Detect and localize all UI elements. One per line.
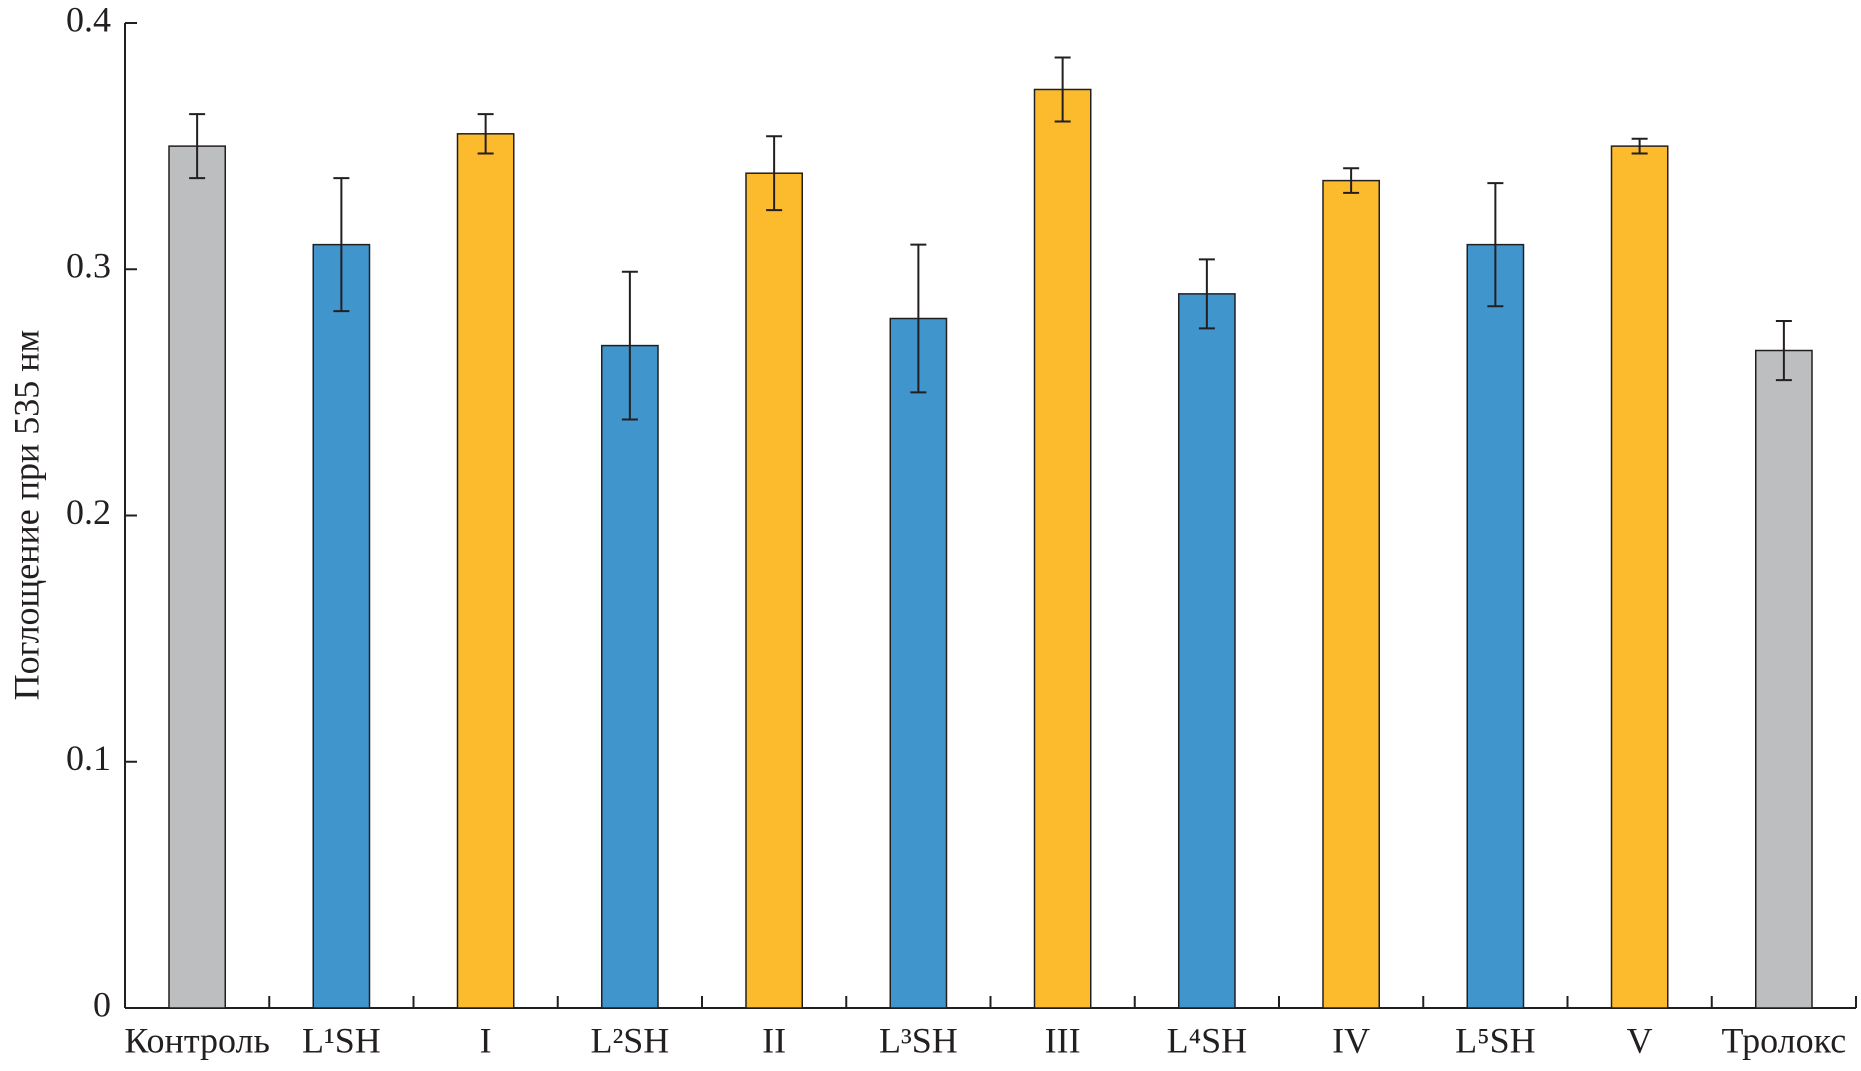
error-bar — [189, 113, 206, 180]
x-tick-label: III — [1045, 1020, 1081, 1060]
error-bar — [766, 135, 783, 212]
y-tick-label: 0.4 — [66, 0, 111, 39]
x-tick-label: L⁴SH — [1167, 1020, 1248, 1060]
bar — [889, 317, 948, 1009]
x-tick-label: IV — [1332, 1020, 1370, 1060]
bar — [1754, 349, 1813, 1009]
error-bar — [1198, 258, 1215, 330]
y-tick-label: 0.2 — [66, 492, 111, 532]
x-tick-label: Контроль — [124, 1020, 270, 1060]
x-tick-label: L³SH — [879, 1020, 958, 1060]
y-tick-label: 0.1 — [66, 738, 111, 778]
bar — [1322, 179, 1381, 1009]
x-tick-label: Тролокс — [1722, 1020, 1847, 1060]
bar — [168, 145, 227, 1009]
y-tick-label: 0 — [93, 984, 111, 1024]
error-bar — [333, 177, 350, 313]
bar — [745, 172, 804, 1009]
error-bar — [1631, 137, 1648, 155]
x-tick-label: L¹SH — [302, 1020, 381, 1060]
bar — [1610, 145, 1669, 1009]
error-bar — [1054, 56, 1071, 123]
y-tick-label: 0.3 — [66, 246, 111, 286]
x-tick-label: L⁵SH — [1455, 1020, 1536, 1060]
bar — [1177, 293, 1236, 1009]
bar — [600, 344, 659, 1009]
bar — [1033, 88, 1092, 1009]
error-bar — [1343, 167, 1360, 194]
error-bar — [477, 113, 494, 155]
x-tick-label: I — [480, 1020, 492, 1060]
bar — [312, 243, 371, 1009]
error-bar — [910, 243, 927, 394]
error-bar — [1775, 319, 1792, 382]
error-bar — [1487, 182, 1504, 308]
error-bar — [621, 270, 638, 421]
y-axis-label: Поглощение при 535 нм — [6, 330, 46, 701]
x-tick-label: II — [762, 1020, 786, 1060]
bar — [1466, 243, 1525, 1009]
x-tick-label: L²SH — [590, 1020, 669, 1060]
bar — [456, 133, 515, 1009]
x-tick-label: V — [1627, 1020, 1653, 1060]
